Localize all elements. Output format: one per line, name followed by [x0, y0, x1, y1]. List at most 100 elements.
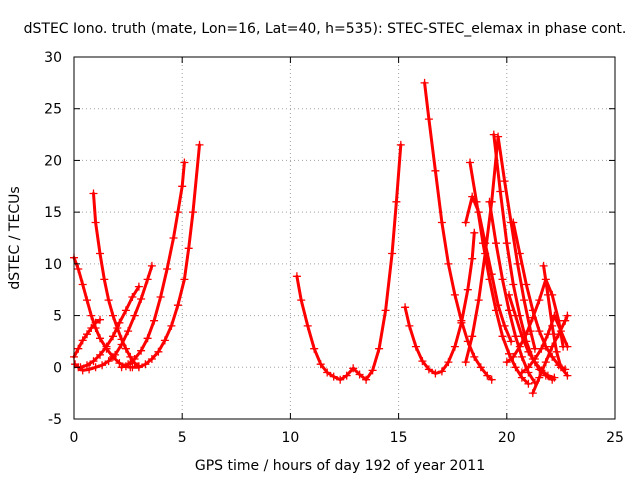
data-point [543, 330, 552, 339]
axis-ticks [73, 56, 616, 420]
data-point [375, 344, 384, 353]
data-point [124, 360, 133, 369]
data-point [96, 334, 104, 343]
data-point [141, 360, 150, 369]
data-point [463, 285, 472, 294]
data-point [381, 306, 390, 315]
data-point [195, 140, 204, 149]
y-tick-labels: -5 0 5 10 15 20 25 30 [44, 50, 62, 428]
data-point [143, 275, 152, 284]
data-point [543, 290, 552, 299]
series-trace [505, 277, 565, 364]
data-point [450, 290, 459, 299]
series-6 [128, 140, 204, 372]
data-point [561, 316, 570, 325]
series-3 [70, 315, 104, 361]
data-point [323, 368, 332, 377]
series-10 [420, 78, 496, 384]
data-point [556, 363, 565, 372]
data-point [550, 373, 559, 382]
data-point [405, 321, 414, 330]
data-point [517, 352, 526, 361]
data-point [528, 313, 537, 322]
data-point [329, 372, 338, 381]
series-trace [464, 135, 537, 364]
data-point [457, 316, 466, 325]
data-point [524, 347, 533, 356]
data-point [537, 344, 546, 353]
data-point [524, 379, 533, 388]
data-point [513, 259, 522, 268]
data-point [522, 280, 531, 289]
x-tick-label: 15 [390, 430, 408, 446]
series-2 [71, 261, 156, 375]
data-point [485, 275, 494, 284]
data-point [126, 352, 135, 361]
data-point [111, 350, 120, 359]
data-point [87, 311, 96, 320]
data-point [368, 366, 377, 375]
data-point [336, 375, 345, 384]
y-tick-label: 20 [44, 153, 62, 169]
series-trace [464, 195, 513, 343]
data-point [487, 375, 496, 384]
data-point [543, 371, 552, 380]
data-point [535, 373, 544, 382]
data-point [87, 324, 96, 332]
x-tick-labels: 0 5 10 15 20 25 [70, 430, 624, 446]
data-point [515, 342, 524, 351]
data-point [316, 360, 325, 369]
y-tick-label: 10 [44, 257, 62, 273]
data-point [437, 367, 446, 376]
data-point [98, 361, 107, 370]
data-point [505, 306, 513, 315]
data-point [292, 272, 301, 281]
series-18 [539, 261, 572, 380]
data-point [91, 363, 100, 372]
data-point [524, 363, 533, 372]
data-point [128, 293, 137, 301]
data-point [180, 275, 189, 284]
series-trace [423, 81, 494, 382]
data-point [511, 363, 520, 372]
data-point [303, 321, 312, 330]
data-point [431, 369, 440, 378]
data-point [137, 346, 146, 355]
data-point [535, 296, 544, 305]
data-point [511, 311, 520, 320]
data-point [537, 366, 546, 375]
data-point [104, 357, 113, 366]
data-point [74, 265, 83, 273]
data-point [342, 371, 351, 380]
data-point [520, 296, 529, 305]
data-point [310, 344, 319, 353]
data-point [554, 330, 563, 339]
series-trace [295, 143, 403, 382]
data-point [388, 249, 397, 258]
data-point [85, 365, 94, 374]
data-point [515, 249, 524, 258]
data-point [100, 275, 109, 284]
data-point [505, 349, 513, 358]
series-21 [505, 290, 559, 382]
x-axis-label: GPS time / hours of day 192 of year 2011 [195, 458, 485, 474]
data-point [468, 332, 477, 341]
data-point [563, 371, 572, 380]
data-point [483, 371, 492, 380]
data-point [489, 130, 498, 139]
data-point [517, 368, 526, 377]
data-point [134, 282, 143, 291]
data-point [189, 208, 197, 217]
data-point [539, 261, 548, 270]
data-point [83, 330, 91, 339]
data-point [150, 316, 159, 325]
data-point [541, 358, 550, 367]
data-point [563, 311, 572, 320]
data-point [134, 363, 143, 372]
data-point [498, 332, 507, 341]
data-point [349, 364, 358, 373]
data-point [563, 342, 572, 351]
data-point [121, 306, 130, 315]
data-point [91, 318, 100, 327]
data-point [509, 218, 518, 227]
